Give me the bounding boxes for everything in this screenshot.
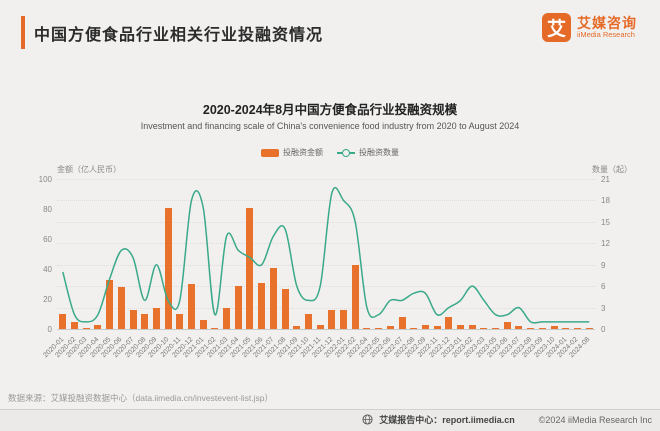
bar-2022-09 — [421, 324, 429, 329]
right-axis-name: 数量（起） — [592, 165, 632, 174]
bar-2022-08 — [410, 327, 418, 329]
right-axis-tick: 12 — [601, 239, 610, 249]
right-axis-tick: 18 — [601, 196, 610, 206]
bar-2021-09 — [293, 326, 301, 329]
line-series-投融资数量 — [62, 186, 590, 324]
bar-2020-06 — [117, 287, 125, 329]
bar-2021-07 — [269, 267, 277, 329]
bar-2023-08 — [527, 327, 535, 329]
bar-2022-02 — [351, 264, 359, 329]
bar-2020-03 — [82, 327, 90, 329]
bar-2020-11 — [176, 314, 184, 329]
bar-2023-02 — [468, 324, 476, 329]
bar-2021-04 — [234, 285, 242, 329]
gridline — [57, 307, 595, 309]
bar-2021-08 — [281, 288, 289, 329]
footer-report-center[interactable]: 艾媒报告中心：report.iimedia.cn — [379, 415, 515, 425]
bar-2024-02 — [573, 327, 581, 329]
left-axis-tick: 60 — [43, 235, 52, 244]
legend-label-count: 投融资数量 — [359, 148, 399, 157]
legend-item-count[interactable]: 投融资数量 — [337, 147, 399, 158]
bar-2020-07 — [129, 309, 137, 329]
left-axis-tick: 100 — [38, 175, 52, 184]
footer-strip — [0, 409, 660, 431]
bar-2022-04 — [363, 327, 371, 329]
bar-2021-06 — [258, 282, 266, 329]
iimedia-logo-icon: 艾 — [542, 13, 571, 42]
right-axis-tick: 9 — [601, 260, 606, 270]
bar-2020-08 — [141, 314, 149, 329]
bar-2020-09 — [152, 308, 160, 329]
left-axis-tick: 80 — [43, 205, 52, 214]
iimedia-logo: 艾 艾媒咨询 iiMedia Research — [542, 13, 637, 42]
bar-2022-11 — [433, 326, 441, 329]
bar-2021-02 — [211, 327, 219, 329]
bar-2021-03 — [223, 308, 231, 329]
line-series-swatch — [337, 148, 355, 157]
plot-area — [57, 179, 595, 330]
bar-2021-01 — [199, 320, 207, 329]
bar-series-swatch — [261, 148, 279, 157]
gridline — [57, 179, 595, 180]
chart-legend: 投融资金额 投融资数量 — [0, 147, 660, 158]
bar-2024-08 — [585, 327, 593, 329]
bar-2020-04 — [94, 324, 102, 329]
bar-2023-01 — [457, 324, 464, 329]
bar-2022-01 — [340, 309, 348, 329]
bar-2023-10 — [550, 326, 558, 329]
bar-2021-11 — [316, 324, 324, 329]
bar-2023-03 — [480, 327, 488, 329]
bar-2020-05 — [106, 279, 114, 329]
bar-2022-06 — [386, 326, 394, 329]
header-accent-bar — [21, 16, 25, 49]
gridline — [57, 200, 595, 202]
bar-2022-12 — [445, 317, 453, 329]
right-axis-tick: 15 — [601, 217, 610, 227]
right-axis-tick: 21 — [601, 175, 610, 184]
logo-name-en: iiMedia Research — [577, 30, 635, 40]
left-axis-tick: 20 — [43, 295, 52, 304]
bar-2022-05 — [375, 327, 383, 329]
right-axis-tick: 6 — [601, 282, 606, 292]
right-axis-tick: 0 — [601, 325, 606, 334]
legend-label-amount: 投融资金额 — [283, 148, 323, 157]
logo-name-cn: 艾媒咨询 — [577, 14, 637, 31]
bar-2023-06 — [503, 321, 511, 329]
bar-2020-12 — [188, 284, 195, 329]
legend-item-amount[interactable]: 投融资金额 — [261, 147, 323, 158]
globe-icon — [362, 414, 373, 425]
bar-2022-07 — [398, 317, 406, 329]
page-title: 中国方便食品行业相关行业投融资情况 — [34, 27, 324, 44]
bar-2021-12 — [328, 309, 336, 329]
bar-2021-10 — [304, 314, 312, 329]
source-note: 数据来源：艾媒投融资数据中心（data.iimedia.cn/investeve… — [8, 393, 273, 403]
bar-2023-09 — [538, 327, 546, 329]
gridline — [57, 221, 595, 223]
right-axis-tick: 3 — [601, 303, 606, 313]
bar-2020-02 — [71, 321, 79, 329]
bar-2024-01 — [562, 327, 570, 329]
bar-2023-05 — [492, 327, 500, 329]
gridline — [57, 264, 595, 266]
footer: 艾媒报告中心：report.iimedia.cn ©2024 iiMedia R… — [0, 413, 652, 426]
left-axis-tick: 40 — [43, 265, 52, 274]
bar-2023-07 — [515, 326, 523, 329]
left-axis-name: 金额（亿人民币） — [57, 165, 121, 174]
left-axis-tick: 0 — [47, 325, 52, 334]
footer-copyright: ©2024 iiMedia Research Inc — [538, 414, 652, 425]
bar-2020-10 — [164, 207, 172, 329]
chart-title: 2020-2024年8月中国方便食品行业投融资规模 — [202, 103, 458, 117]
gridline — [57, 286, 595, 288]
chart-subtitle: Investment and financing scale of China'… — [140, 121, 520, 131]
bar-2020-01 — [59, 314, 67, 329]
bar-2021-05 — [246, 207, 254, 329]
